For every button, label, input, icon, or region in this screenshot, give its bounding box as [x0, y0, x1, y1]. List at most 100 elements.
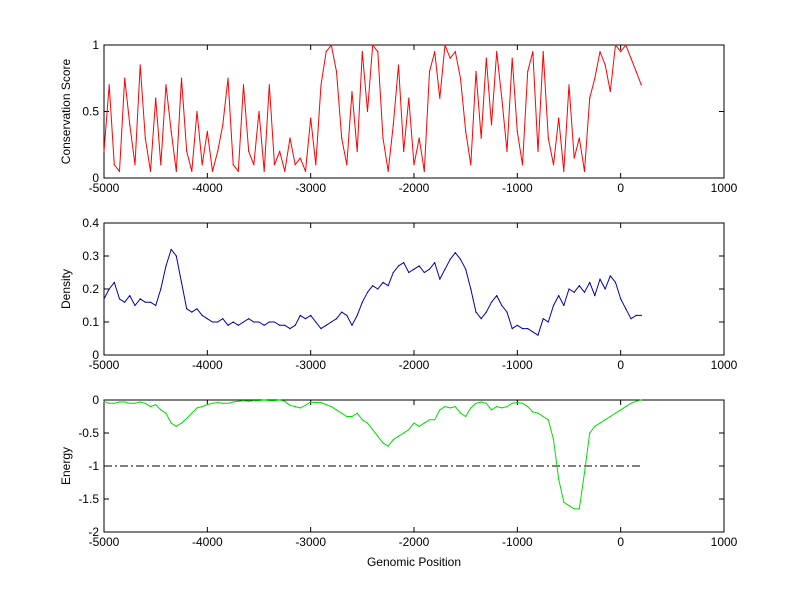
density-data-point — [211, 321, 214, 323]
density-data-point — [578, 285, 580, 287]
energy-data-point — [640, 399, 642, 401]
density-data-point — [263, 324, 265, 326]
conservation-score-data-point — [118, 170, 121, 172]
conservation-score-data-point — [129, 124, 131, 126]
conservation-score-data-point — [211, 170, 214, 172]
conservation-score-data-point — [614, 44, 617, 46]
energy-data-point — [403, 432, 405, 434]
energy-data-point — [315, 402, 317, 404]
energy-data-point — [625, 406, 627, 408]
conservation-score-data-point — [268, 84, 270, 86]
density-data-point — [279, 324, 281, 326]
conservation-score-data-point — [113, 164, 115, 166]
energy-data-point — [589, 432, 591, 434]
density-data-point — [387, 285, 389, 287]
conservation-score-data-point — [325, 51, 327, 53]
conservation-score-data-point — [573, 157, 575, 159]
conservation-score-data-point — [186, 150, 188, 152]
density-data-point — [516, 324, 518, 326]
energy-data-point — [506, 406, 508, 408]
density-data-point — [377, 288, 379, 290]
conservation-score-data-point — [103, 150, 105, 152]
energy-ytick-label: -2 — [88, 525, 99, 539]
conservation-score-data-point — [289, 137, 291, 139]
density-panel: -5000 -4000 -3000 -2000 -1000 0 1000 0 0.1 0.2 0.3… — [59, 216, 738, 372]
energy-data-point — [351, 415, 353, 418]
density-data-point — [304, 318, 307, 320]
conservation-score-data-point — [377, 51, 379, 53]
density-data-point — [604, 288, 606, 290]
energy-data-point — [547, 419, 549, 421]
density-data-point — [418, 265, 420, 267]
energy-xtick-label: 0 — [617, 535, 624, 549]
energy-data-point — [521, 402, 524, 404]
density-data-point — [527, 328, 529, 330]
density-data-point — [191, 311, 193, 313]
conservation-score-data-point — [294, 164, 296, 166]
energy-data-point — [118, 401, 121, 403]
conservation-score-data-point — [237, 170, 239, 172]
energy-panel: -5000 -4000 -3000 -2000 -1000 0 1000 -2 -1.5 -1 -0… — [59, 393, 738, 569]
density-data-point — [232, 321, 234, 323]
density-data-point — [439, 278, 441, 280]
density-data-point — [356, 314, 358, 316]
energy-data-point — [227, 402, 229, 404]
conservation-score-data-point — [609, 90, 611, 93]
energy-ytick-label: -1.5 — [78, 492, 99, 506]
energy-data-point — [299, 407, 301, 409]
density-data-point — [630, 318, 632, 320]
energy-data-point — [335, 409, 338, 411]
energy-data-point — [258, 400, 260, 402]
energy-data-point — [594, 425, 596, 427]
energy-data-point — [475, 402, 477, 404]
density-data-point — [346, 314, 348, 316]
conservation-score-data-point — [387, 170, 389, 172]
conservation-score-data-point — [470, 164, 472, 166]
density-data-point — [594, 295, 596, 297]
conservation-score-ylabel: Conservation Score — [59, 58, 73, 164]
conservation-score-data-point — [196, 110, 198, 113]
density-data-point — [620, 298, 622, 300]
energy-data-point — [542, 415, 544, 418]
conservation-score-data-point — [180, 77, 183, 79]
density-data-point — [175, 255, 177, 257]
density-data-point — [325, 324, 327, 326]
conservation-score-data-point — [630, 57, 632, 59]
density-data-point — [315, 321, 317, 323]
density-data-point — [392, 271, 394, 274]
density-data-point — [253, 321, 255, 323]
density-data-point — [547, 321, 549, 323]
density-data-point — [434, 262, 436, 264]
conservation-score-data-point — [444, 44, 446, 46]
energy-data-point — [563, 501, 565, 503]
density-data-point — [480, 318, 482, 320]
conservation-score-xtick-label: -5000 — [89, 181, 120, 195]
conservation-score-data-point — [516, 130, 518, 133]
conservation-score-data-point — [454, 51, 456, 53]
energy-data-point — [459, 412, 462, 414]
density-data-point — [341, 311, 343, 313]
conservation-score-xtick-label: 1000 — [711, 181, 738, 195]
energy-data-point — [428, 419, 431, 421]
density-data-point — [284, 324, 286, 326]
density-data-point — [413, 268, 415, 270]
density-data-point — [124, 301, 126, 303]
density-data-point — [118, 298, 121, 300]
energy-data-point — [144, 402, 146, 404]
density-data-point — [113, 281, 115, 283]
density-data-point — [403, 262, 405, 264]
density-data-point — [289, 328, 291, 330]
energy-data-point — [253, 400, 255, 402]
density-data-point — [454, 252, 456, 254]
energy-data-point — [170, 422, 172, 424]
density-data-point — [273, 321, 276, 323]
conservation-score-data-point — [310, 117, 312, 119]
energy-data-point — [511, 402, 513, 404]
conservation-score-data-point — [480, 137, 482, 139]
conservation-score-data-point — [532, 51, 534, 53]
conservation-score-data-point — [625, 44, 627, 46]
energy-data-point — [444, 406, 446, 408]
conservation-score-data-point — [428, 71, 431, 73]
density-data-point — [237, 324, 239, 326]
conservation-score-data-point — [284, 170, 286, 172]
